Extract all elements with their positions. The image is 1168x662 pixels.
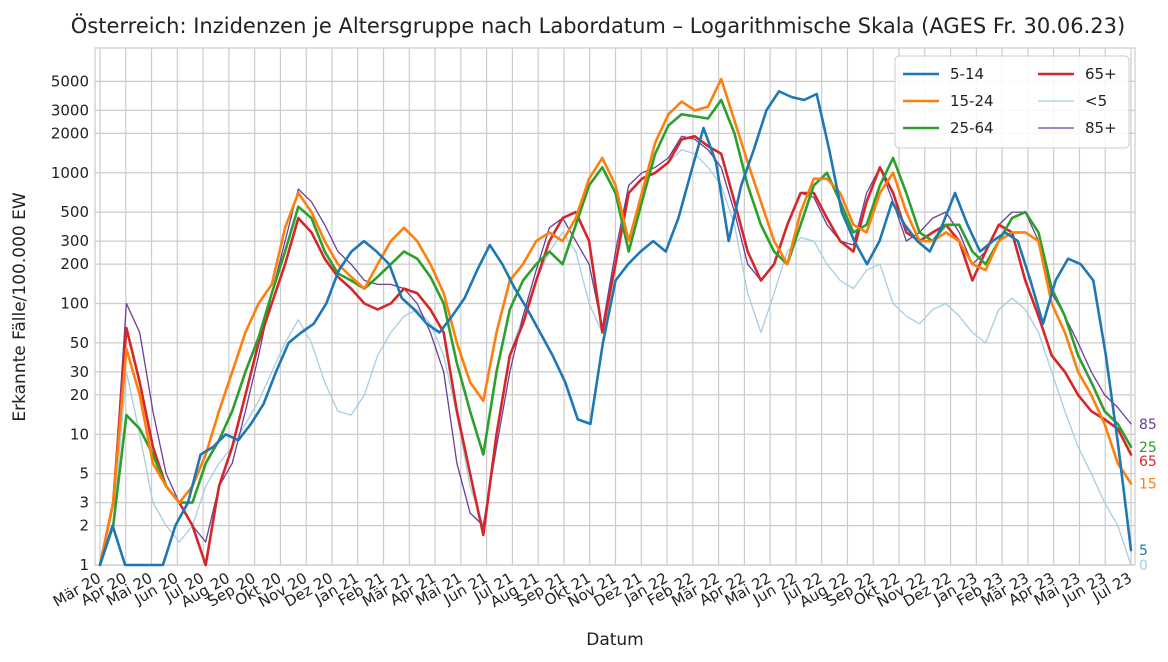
series-line-5-14 — [98, 90, 1133, 567]
legend-label: 15-24 — [950, 92, 994, 110]
y-tick-label: 3000 — [51, 101, 89, 119]
legend-label: 5-14 — [950, 65, 984, 83]
y-tick-label: 10 — [70, 425, 89, 443]
legend-label: 85+ — [1085, 119, 1117, 137]
y-tick-label: 100 — [60, 295, 89, 313]
end-label: 5 — [1139, 543, 1148, 559]
series-line-15-24 — [98, 77, 1133, 567]
legend: 5-14 15-24 25-64 65+ <5 85+ — [894, 55, 1130, 149]
end-label: 15 — [1139, 477, 1157, 493]
y-tick-label: 5 — [79, 465, 89, 483]
legend-label: 25-64 — [950, 119, 994, 137]
y-tick-label: 3 — [79, 494, 89, 512]
y-tick-label: 50 — [70, 334, 89, 352]
y-tick-label: 1 — [79, 556, 89, 574]
chart-title: Österreich: Inzidenzen je Altersgruppe n… — [71, 13, 1125, 38]
end-label: 0 — [1139, 558, 1148, 574]
plot-frame — [94, 47, 1136, 566]
y-tick-label: 200 — [60, 255, 89, 273]
legend-label: <5 — [1085, 92, 1107, 110]
series-line-25-64 — [98, 98, 1133, 567]
y-tick-label: 30 — [70, 363, 89, 381]
y-tick-label: 2000 — [51, 124, 89, 142]
y-tick-label: 20 — [70, 386, 89, 404]
legend-box — [894, 55, 1130, 149]
end-label: 25 — [1139, 440, 1157, 456]
y-tick-label: 5000 — [51, 72, 89, 90]
y-tick-label: 1000 — [51, 164, 89, 182]
y-tick-label: 2 — [79, 517, 89, 535]
legend-label: 65+ — [1085, 65, 1117, 83]
x-axis-label: Datum — [586, 630, 644, 650]
y-axis-label: Erkannte Fälle/100.000 EW — [10, 192, 30, 421]
y-ticks: 1 2 3 5 10 20 30 50 100 200 300 500 1000 2000 3000 5000 — [51, 72, 89, 574]
y-tick-label: 300 — [60, 232, 89, 250]
end-label: 65 — [1139, 454, 1157, 470]
y-tick-label: 500 — [60, 203, 89, 221]
series-layer — [98, 77, 1133, 567]
end-label: 85 — [1139, 417, 1157, 433]
